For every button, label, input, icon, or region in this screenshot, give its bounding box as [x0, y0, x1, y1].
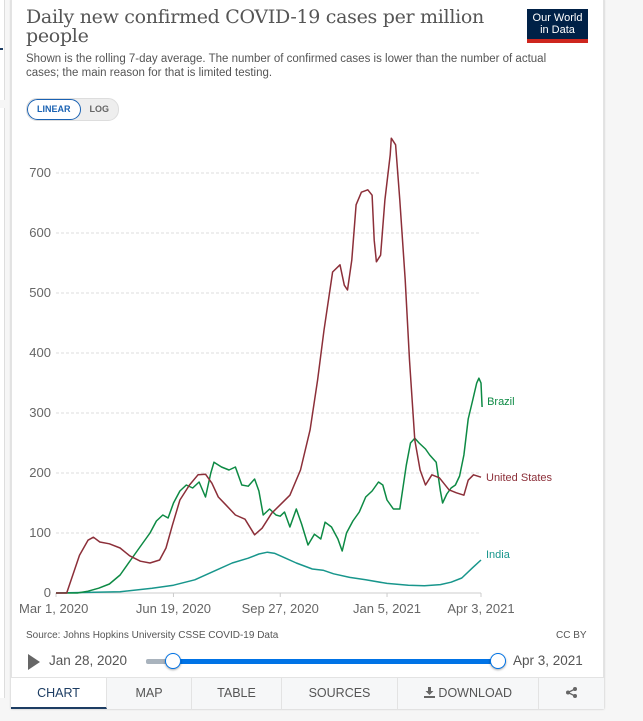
- play-icon[interactable]: [28, 654, 40, 670]
- background-panel-edge: [0, 0, 5, 100]
- tab-share[interactable]: [539, 678, 604, 709]
- series-label-india[interactable]: India: [486, 549, 511, 561]
- series-label-brazil[interactable]: Brazil: [487, 396, 515, 408]
- x-axis: Mar 1, 2020 Jun 19, 2020 Sep 27, 2020 Jan 5…: [19, 592, 515, 616]
- x-tick-label: Sep 27, 2020: [242, 601, 319, 616]
- tab-sources[interactable]: SOURCES: [282, 678, 398, 709]
- owid-logo[interactable]: Our World in Data: [527, 9, 588, 43]
- chart-title: Daily new confirmed COVID-19 cases per m…: [26, 6, 484, 47]
- series-label-united-states[interactable]: United States: [486, 472, 553, 484]
- y-tick-label: 700: [29, 165, 51, 180]
- x-tick-label: Apr 3, 2021: [447, 601, 514, 616]
- source-note[interactable]: Source: Johns Hopkins University CSSE CO…: [26, 630, 279, 641]
- timeline-start-handle[interactable]: [165, 653, 182, 669]
- x-tick-label: Jan 5, 2021: [353, 601, 421, 616]
- linear-scale-button[interactable]: LINEAR: [27, 99, 81, 120]
- series-labels: India Brazil United States: [486, 396, 553, 561]
- series-line-brazil[interactable]: [56, 377, 483, 594]
- timeline-end-date: Apr 3, 2021: [513, 653, 583, 668]
- series-lines: [55, 137, 483, 594]
- logo-line-2: in Data: [540, 24, 575, 36]
- share-icon: [566, 687, 577, 698]
- gridlines: [56, 172, 481, 534]
- download-label: DOWNLOAD: [438, 686, 513, 700]
- background-panel-edge-lower: [0, 108, 5, 698]
- logo-line-1: Our World: [532, 12, 583, 24]
- y-tick-label: 500: [29, 285, 51, 300]
- tab-table[interactable]: TABLE: [192, 678, 282, 709]
- y-tick-label: 400: [29, 345, 51, 360]
- y-tick-label: 300: [29, 405, 51, 420]
- y-axis-ticks: 0 100 200 300 400 500 600 700: [29, 165, 51, 600]
- chart-subtitle: Shown is the rolling 7-day average. The …: [26, 53, 547, 79]
- timeline-selected-range: [173, 659, 498, 664]
- y-tick-label: 600: [29, 225, 51, 240]
- timeline-start-date: Jan 28, 2020: [49, 653, 128, 668]
- license-link[interactable]: CC BY: [556, 630, 587, 641]
- y-tick-label: 0: [44, 585, 51, 600]
- series-line-united-states[interactable]: [56, 137, 482, 594]
- footer-tabs: CHART MAP TABLE SOURCES DOWNLOAD: [11, 677, 604, 709]
- x-tick-label: Jun 19, 2020: [136, 601, 211, 616]
- tab-chart[interactable]: CHART: [11, 678, 107, 709]
- y-tick-label: 200: [29, 465, 51, 480]
- x-tick-label: Mar 1, 2020: [19, 601, 88, 616]
- timeline-end-handle[interactable]: [490, 653, 506, 669]
- background-panel-marker: [0, 48, 3, 50]
- series-line-india[interactable]: [55, 551, 482, 594]
- tab-map[interactable]: MAP: [107, 678, 192, 709]
- y-tick-label: 100: [29, 525, 51, 540]
- tab-download[interactable]: DOWNLOAD: [398, 678, 539, 709]
- log-scale-button[interactable]: LOG: [89, 104, 110, 114]
- download-icon: [423, 687, 435, 698]
- scale-toggle: LINEAR LOG: [26, 98, 119, 121]
